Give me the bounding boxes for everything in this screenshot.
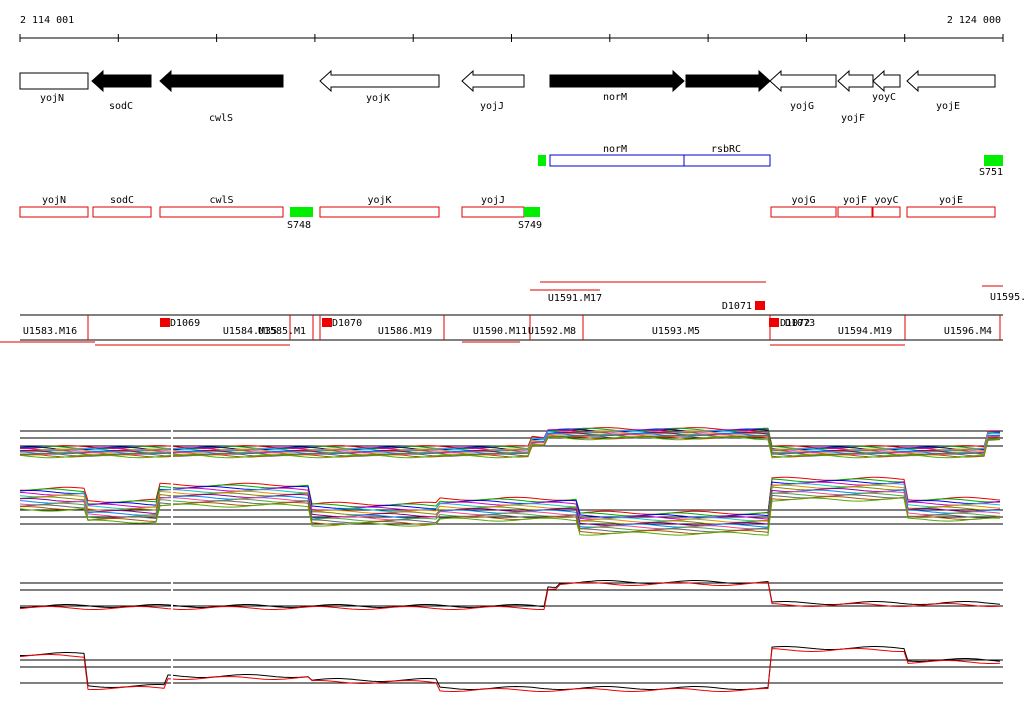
gene-label: yojN [40,93,64,104]
expression-trace [19,497,1001,536]
down-label: D1070 [332,318,362,329]
annotation-label: yojN [42,195,66,206]
gene-arrow [461,69,525,93]
segment-label: U1593.M5 [652,326,700,337]
annotation-box [159,206,284,218]
down-mark [755,301,765,310]
gene-arrow [685,69,771,93]
promoter-mark [984,155,1003,166]
annotation-label: yojF [843,195,867,206]
expression-trace [19,436,1001,459]
site-label: S749 [518,220,542,231]
annotation-label: yojK [367,195,391,206]
gene-arrow [19,72,89,90]
annotation-label: yojE [939,195,963,206]
ruler-start: 2 114 001 [20,15,74,26]
annotation-box [906,206,996,218]
gene-label: yojK [366,93,390,104]
transcript-box [549,154,771,167]
segment-label: U1594.M19 [838,326,892,337]
down-label: D1069 [170,318,200,329]
segment-label: U1585.M1 [258,326,306,337]
gene-label: sodC [109,101,133,112]
gene-label: yoyC [872,92,896,103]
gene-arrow [91,69,152,93]
segment-label: U1591.M17 [548,293,602,304]
annotation-box [872,206,901,218]
gene-label: yojE [936,101,960,112]
down-mark [769,318,779,327]
gene-arrow [549,69,685,93]
expression-trace [19,582,1001,610]
gene-arrow [872,69,901,93]
annotation-label: yojJ [481,195,505,206]
annotation-label: cwlS [209,195,233,206]
expression-trace [19,648,1001,693]
gene-label: yojJ [480,101,504,112]
gene-label: rsbRC [711,74,741,85]
segment-label: U1596.M4 [944,326,992,337]
promoter-mark [538,155,546,166]
annotation-box [19,206,89,218]
gene-arrow [319,69,440,93]
annotation-box [837,206,873,218]
gene-arrow [769,69,837,93]
site-label: S748 [287,220,311,231]
gene-label: yojF [841,113,865,124]
site-mark [290,207,313,217]
ruler-end: 2 124 000 [947,15,1001,26]
segment-label: U1584.M35 [223,326,277,337]
annotation-label: sodC [110,195,134,206]
segment-label: U1592.M8 [528,326,576,337]
gene-arrow [837,69,874,93]
gene-label: cwlS [209,113,233,124]
down-label: D1071 [722,301,752,312]
gene-label: yojG [790,101,814,112]
segment-label: U1583.M16 [23,326,77,337]
down-mark [322,318,332,327]
expression-trace [19,492,1001,531]
gene-label: norM [603,92,627,103]
segment-label: U1590.M11 [473,326,527,337]
annotation-box [319,206,440,218]
annotation-label: yoyC [874,195,898,206]
gene-arrow [906,69,996,93]
down-mark [160,318,170,327]
expression-trace [19,495,1001,534]
annotation-box [92,206,152,218]
segment-label: U1586.M19 [378,326,432,337]
annotation-label: yojG [791,195,815,206]
segment-label: U1595. [990,292,1024,303]
annotation-box [461,206,525,218]
transcript-label: rsbRC [711,144,741,155]
down-label: D1073 [785,318,815,329]
annotation-box [770,206,837,218]
transcript-label: norM [603,144,627,155]
down-label: D1072 [780,318,810,329]
promoter-label: S751 [979,167,1003,178]
gene-arrow [159,69,284,93]
site-mark [524,207,540,217]
